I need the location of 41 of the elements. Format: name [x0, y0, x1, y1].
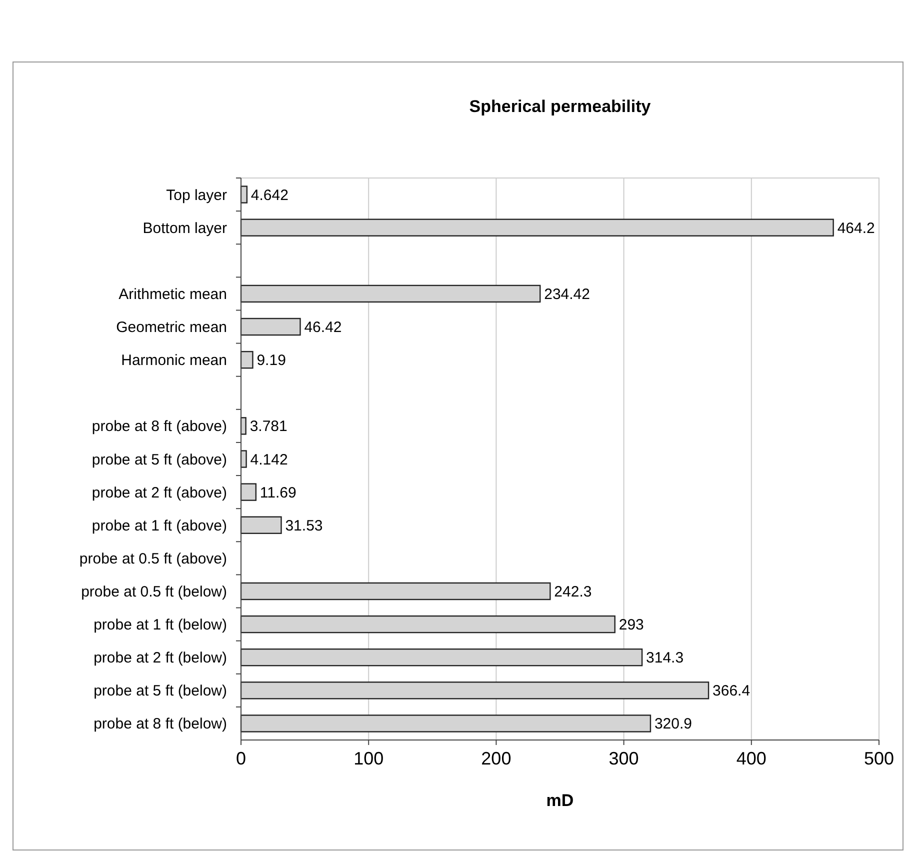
- y-tick-label: probe at 8 ft (below): [94, 716, 227, 733]
- y-tick-label: Top layer: [166, 186, 227, 204]
- data-label: 314.3: [646, 650, 684, 667]
- y-tick-label: probe at 1 ft (above): [92, 517, 227, 534]
- x-tick-label: 100: [354, 748, 384, 768]
- y-tick-label: Arithmetic mean: [118, 286, 227, 303]
- x-tick-label: 500: [864, 748, 894, 768]
- chart-title: Spherical permeability: [469, 97, 652, 116]
- y-tick-label: probe at 8 ft (above): [92, 418, 227, 436]
- y-tick-label: Geometric mean: [116, 319, 227, 336]
- data-label: 464.2: [837, 220, 875, 237]
- x-axis-title: mD: [546, 791, 574, 810]
- y-tick-label: probe at 0.5 ft (below): [81, 583, 227, 600]
- y-tick-label: probe at 5 ft (above): [92, 451, 227, 468]
- bar: [240, 318, 301, 336]
- y-tick-label: probe at 2 ft (below): [94, 650, 227, 667]
- data-label: 31.53: [285, 517, 323, 534]
- data-label: 9.19: [256, 352, 286, 370]
- x-tick-label: 0: [236, 748, 246, 768]
- y-tick-label: Harmonic mean: [121, 352, 227, 370]
- data-label: 293: [618, 616, 644, 634]
- y-tick-label: probe at 2 ft (above): [92, 484, 227, 502]
- data-label: 242.3: [554, 583, 592, 600]
- bar: [240, 350, 254, 369]
- data-label: 366.4: [712, 682, 750, 700]
- x-tick-label: 400: [736, 748, 766, 768]
- y-tick-label: probe at 1 ft (below): [94, 616, 227, 634]
- data-label: 320.9: [654, 716, 692, 733]
- data-label: 11.69: [260, 484, 296, 502]
- data-label: 3.781: [250, 418, 288, 436]
- bar: [240, 516, 282, 534]
- y-tick-label: probe at 5 ft (below): [94, 682, 227, 700]
- y-tick-label: probe at 0.5 ft (above): [79, 550, 227, 568]
- x-tick-label: 300: [608, 748, 639, 768]
- bar: [240, 483, 257, 501]
- data-label: 4.142: [250, 451, 288, 468]
- data-label: 234.42: [544, 286, 590, 303]
- x-tick-label: 200: [481, 748, 512, 768]
- data-label: 46.42: [304, 319, 342, 336]
- data-label: 4.642: [250, 186, 288, 204]
- y-tick-label: Bottom layer: [142, 220, 227, 237]
